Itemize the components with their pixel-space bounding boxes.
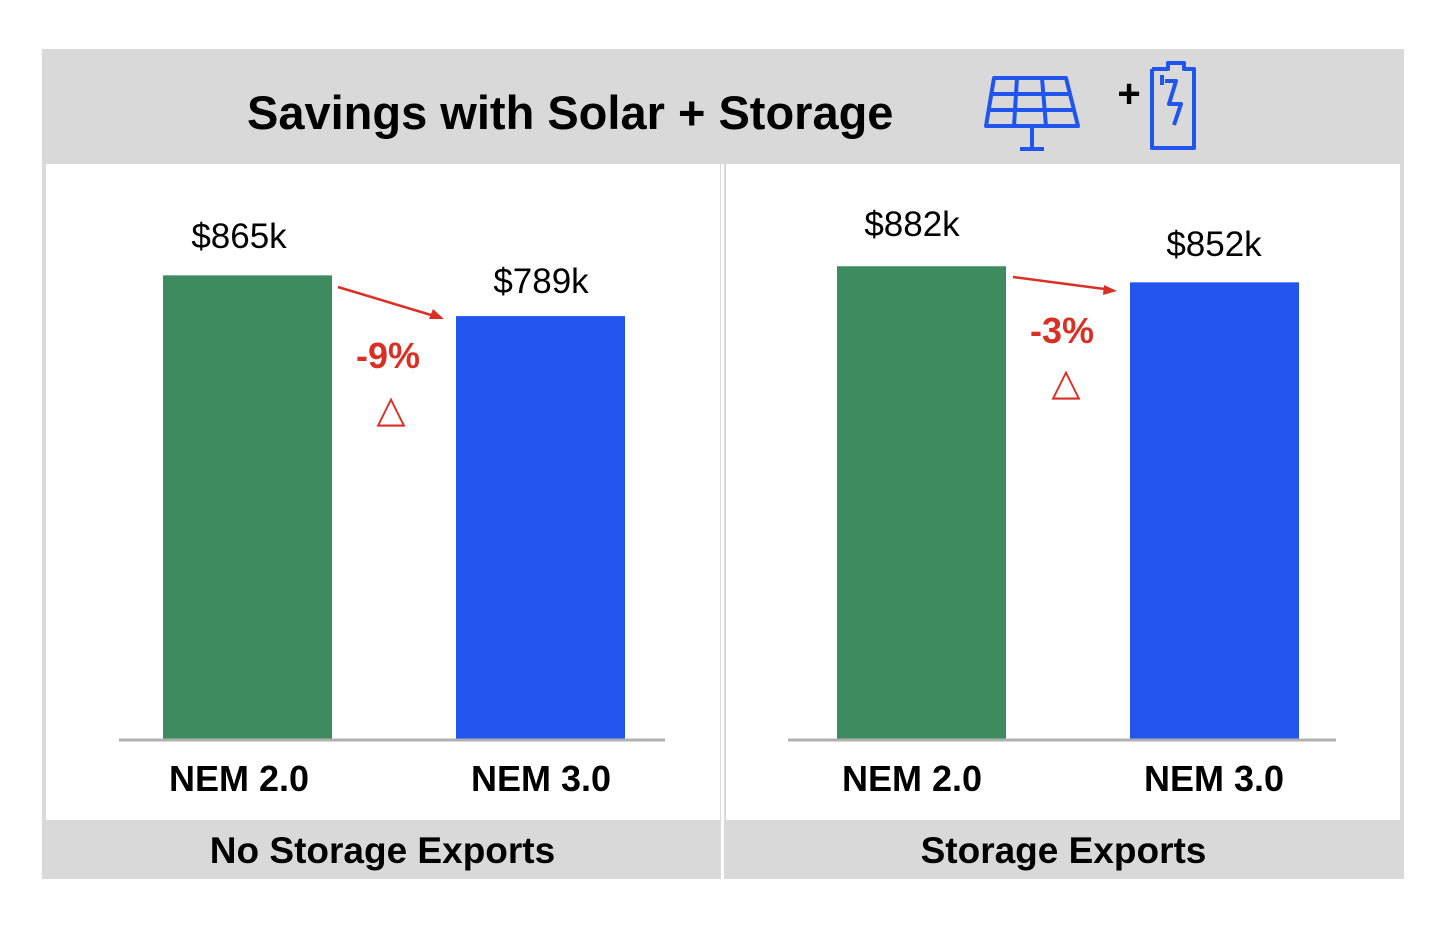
panel-storage-exports: $882k $852k -3% △ NEM 2.0 NEM 3.0 [726, 164, 1400, 820]
chart-frame: Savings with Solar + Storage + [42, 49, 1404, 879]
bar-nem-3-0 [456, 316, 625, 739]
bar-nem-3-0 [1130, 282, 1299, 739]
change-arrow [337, 285, 442, 320]
header: Savings with Solar + Storage + [42, 49, 1404, 164]
value-label-nem-2-0: $865k [191, 217, 287, 256]
chart-no-storage-exports: $865k $789k -9% △ NEM 2.0 NEM 3.0 [119, 217, 665, 799]
bar-nem-2-0 [163, 275, 332, 739]
panel-divider [721, 164, 724, 879]
change-arrow-head [429, 309, 444, 319]
change-percent: -9% [356, 335, 420, 376]
category-label-nem-3-0: NEM 3.0 [471, 758, 611, 799]
panel-label-no-storage-exports: No Storage Exports [209, 830, 556, 871]
category-label-nem-3-0: NEM 3.0 [1144, 758, 1284, 799]
panel-no-storage-exports: $865k $789k -9% △ NEM 2.0 NEM 3.0 [46, 164, 720, 820]
value-label-nem-3-0: $852k [1166, 225, 1262, 264]
solar-panel-icon [984, 76, 1080, 151]
header-icons: + [984, 61, 1196, 151]
bar-nem-2-0 [837, 266, 1006, 739]
change-arrow [1012, 275, 1113, 292]
page-title: Savings with Solar + Storage [247, 86, 894, 139]
category-label-nem-2-0: NEM 2.0 [842, 758, 982, 799]
value-label-nem-3-0: $789k [493, 262, 589, 301]
change-arrow-head [1103, 285, 1117, 295]
battery-icon [1150, 61, 1196, 150]
category-label-nem-2-0: NEM 2.0 [169, 758, 309, 799]
delta-icon: △ [376, 387, 406, 431]
change-percent: -3% [1030, 310, 1094, 351]
delta-icon: △ [1051, 360, 1081, 404]
plus-sign: + [1117, 72, 1140, 116]
panel-label-storage-exports: Storage Exports [920, 830, 1207, 871]
chart-storage-exports: $882k $852k -3% △ NEM 2.0 NEM 3.0 [788, 205, 1336, 799]
value-label-nem-2-0: $882k [864, 205, 960, 244]
